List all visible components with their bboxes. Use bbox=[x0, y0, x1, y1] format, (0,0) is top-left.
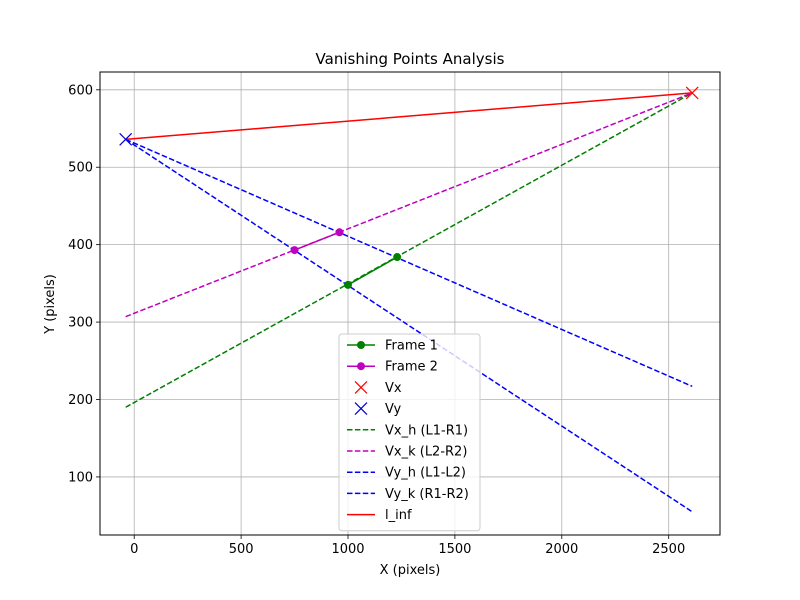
x-axis-ticks: 0 500 1000 1500 2000 2500 bbox=[130, 535, 685, 557]
series-line-l-inf bbox=[125, 92, 693, 141]
legend-item: Vy bbox=[354, 402, 402, 417]
x-axis-label: X (pixels) bbox=[380, 563, 441, 578]
grid bbox=[100, 72, 720, 535]
legend-label: Vy_h (L1-L2) bbox=[385, 466, 466, 481]
series-line-vy-h-l1-l2 bbox=[125, 138, 693, 513]
y-axis-label: Y (pixels) bbox=[43, 274, 58, 335]
legend-swatch-marker bbox=[357, 341, 365, 349]
series-line-vx-h-l1-r1 bbox=[125, 92, 693, 408]
data-point bbox=[119, 132, 133, 146]
legend-label: Vx_h (L1-R1) bbox=[385, 423, 468, 438]
series-vx bbox=[685, 86, 699, 100]
x-tick-label: 1000 bbox=[331, 542, 364, 557]
legend-item: Frame 1 bbox=[347, 339, 438, 354]
series-line-vy-k-r1-r2 bbox=[125, 138, 693, 388]
series-l-inf bbox=[125, 92, 693, 141]
series-line-vx-k-l2-r2 bbox=[125, 92, 693, 318]
data-point bbox=[685, 86, 699, 100]
legend-swatch bbox=[354, 380, 368, 394]
series-frame-1 bbox=[344, 253, 402, 289]
legend: Frame 1 Frame 2 Vx Vy Vx_h (L1-R1) Vx_k (L2-R… bbox=[338, 333, 481, 532]
legend-label: Frame 1 bbox=[385, 339, 438, 354]
series-line-frame-2 bbox=[294, 231, 340, 251]
x-tick-label: 1500 bbox=[438, 542, 471, 557]
plot-lines bbox=[119, 86, 699, 513]
legend-label: Vx bbox=[385, 381, 402, 396]
series-vy-h-l1-l2 bbox=[125, 138, 693, 513]
series-frame-2 bbox=[290, 228, 344, 255]
legend-label: Frame 2 bbox=[385, 360, 438, 375]
y-axis-ticks: 100 200 300 400 500 600 bbox=[68, 83, 100, 485]
legend-item: Vy_h (L1-L2) bbox=[347, 466, 466, 481]
x-tick-label: 0 bbox=[130, 542, 138, 557]
y-tick-label: 500 bbox=[68, 161, 93, 176]
y-tick-label: 400 bbox=[68, 238, 93, 253]
chart-title: Vanishing Points Analysis bbox=[316, 50, 505, 68]
y-tick-label: 100 bbox=[68, 470, 93, 485]
y-tick-label: 600 bbox=[68, 83, 93, 98]
x-tick-label: 2000 bbox=[545, 542, 578, 557]
data-point bbox=[344, 280, 352, 289]
legend-label: Vx_k (L2-R2) bbox=[385, 445, 467, 460]
data-point bbox=[393, 253, 402, 262]
series-vx-h-l1-r1 bbox=[125, 92, 693, 408]
legend-swatch-marker bbox=[357, 362, 365, 371]
legend-item: Vx bbox=[354, 380, 402, 396]
legend-item: Vx_k (L2-R2) bbox=[347, 445, 467, 460]
y-tick-label: 200 bbox=[68, 393, 93, 408]
legend-swatch bbox=[354, 402, 368, 416]
legend-item: l_inf bbox=[347, 508, 412, 523]
legend-item: Frame 2 bbox=[347, 360, 438, 375]
legend-item: Vy_k (R1-R2) bbox=[347, 487, 469, 502]
legend-label: Vy bbox=[385, 402, 402, 417]
series-vy-k-r1-r2 bbox=[125, 138, 693, 388]
x-tick-label: 2500 bbox=[652, 542, 685, 557]
plot-frame bbox=[99, 71, 721, 536]
data-point bbox=[290, 246, 299, 255]
legend-label: l_inf bbox=[385, 508, 412, 523]
legend-label: Vy_k (R1-R2) bbox=[385, 487, 469, 502]
data-point bbox=[335, 228, 344, 237]
series-line-frame-1 bbox=[347, 256, 398, 286]
legend-item: Vx_h (L1-R1) bbox=[347, 423, 468, 438]
series-vx-k-l2-r2 bbox=[125, 92, 693, 318]
y-tick-label: 300 bbox=[68, 316, 93, 331]
x-tick-label: 500 bbox=[229, 542, 254, 557]
legend-box bbox=[338, 333, 481, 532]
series-vy bbox=[119, 132, 133, 146]
